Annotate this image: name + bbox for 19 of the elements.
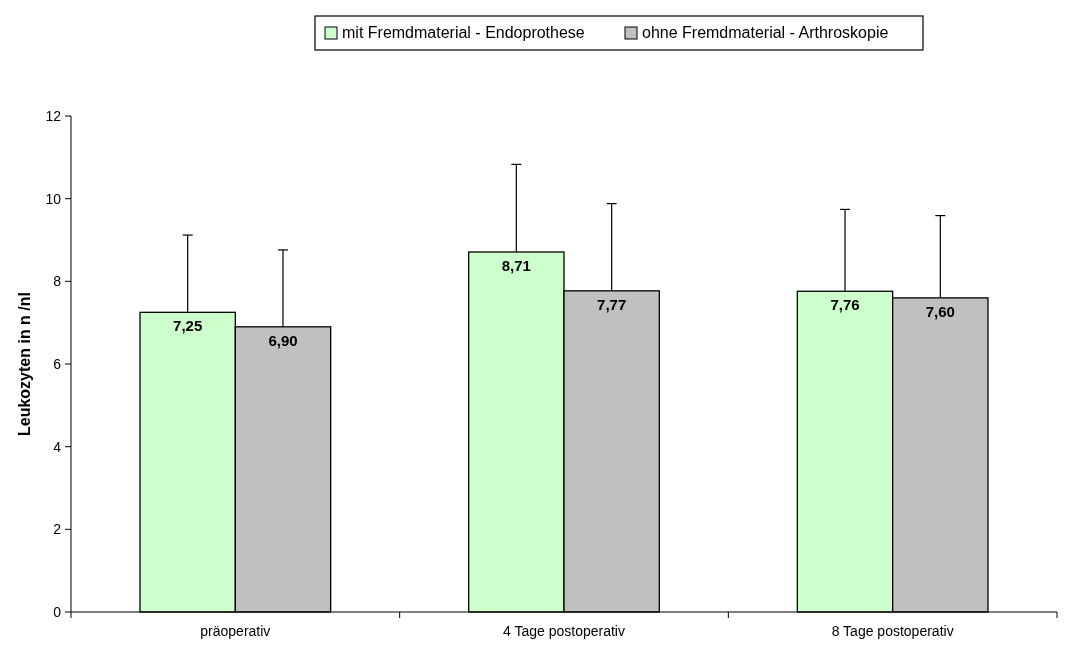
data-label: 7,77 [597,295,627,313]
y-tick-label: 6 [53,356,62,372]
x-tick-label: 4 Tage postoperativ [503,623,625,639]
data-label: 6,90 [268,331,298,349]
y-axis-title: Leukozyten in n /nl [16,291,33,437]
legend-label: mit Fremdmaterial - Endoprothese [342,24,585,41]
y-tick-label: 8 [53,273,62,290]
y-tick-label: 12 [45,108,62,124]
legend-label: ohne Fremdmaterial - Arthroskopie [642,24,889,41]
data-label: 7,25 [173,317,203,335]
y-tick-label: 2 [53,521,62,538]
x-tick-label: präoperativ [200,623,271,639]
data-label: 7,60 [925,302,955,320]
y-tick-label: 0 [53,604,62,620]
data-label: 8,71 [501,256,531,274]
data-label: 7,76 [830,296,860,314]
x-tick-label: 8 Tage postoperativ [831,623,954,639]
y-tick-label: 4 [53,438,62,455]
y-tick-label: 10 [45,190,62,207]
